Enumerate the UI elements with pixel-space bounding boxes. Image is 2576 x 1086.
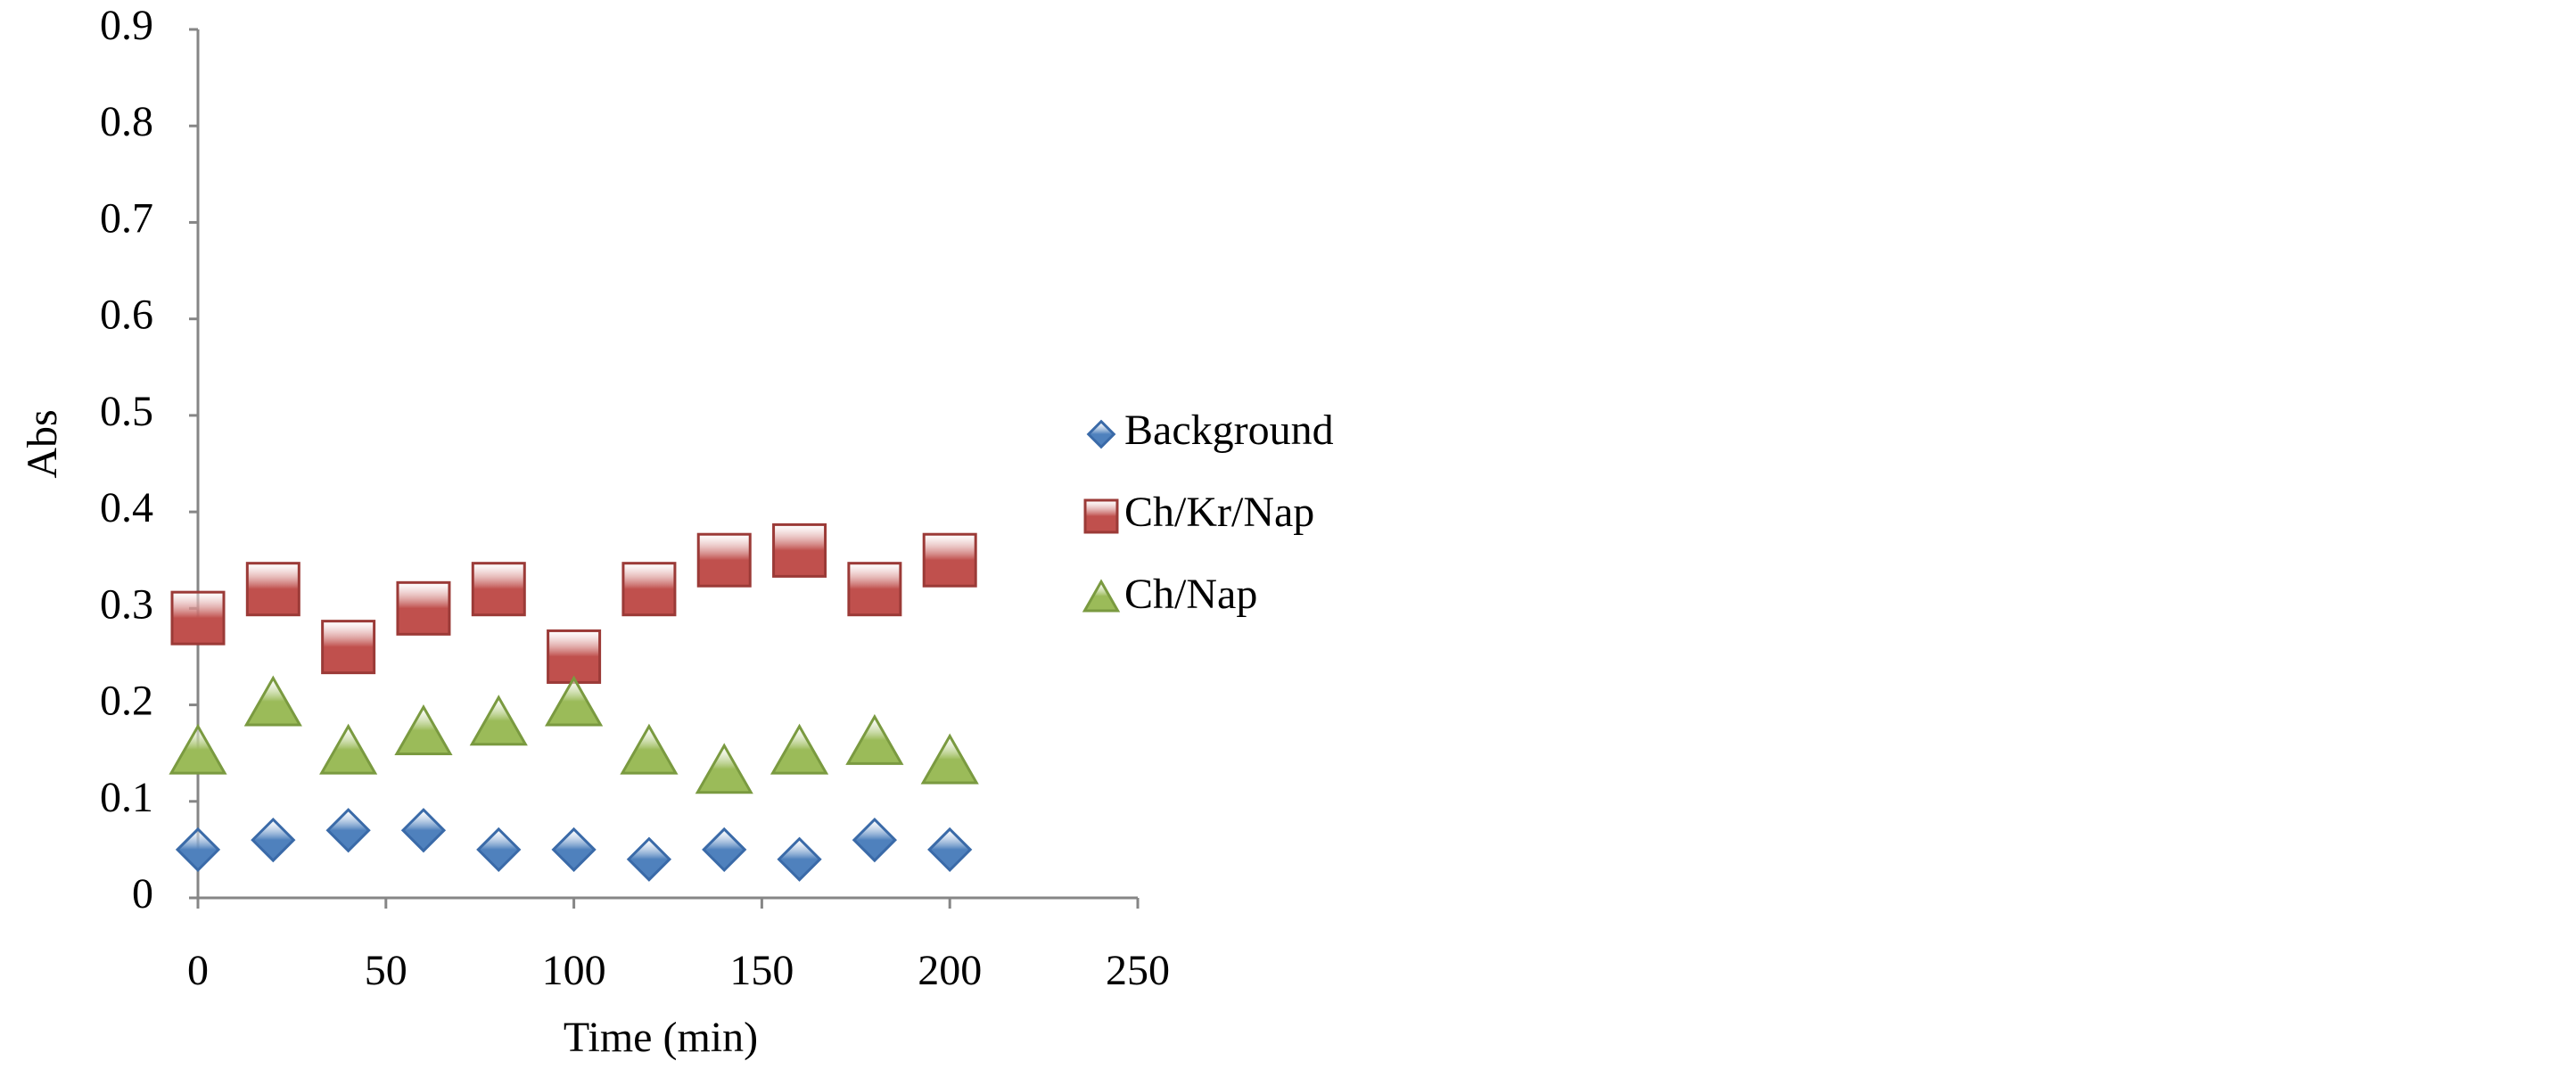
triangle-marker <box>169 723 227 775</box>
y-tick-label: 0.7 <box>100 194 153 242</box>
triangle-marker <box>319 723 378 775</box>
y-tick-label: 0.8 <box>100 98 153 145</box>
triangle-marker <box>469 695 528 746</box>
diamond-marker <box>175 827 221 873</box>
triangle-marker <box>920 733 979 785</box>
square-marker <box>922 532 977 588</box>
diamond-marker <box>551 827 597 873</box>
diamond-marker <box>852 817 898 863</box>
triangle-marker <box>1082 579 1121 613</box>
triangle-marker <box>695 743 753 794</box>
y-tick-label: 0.1 <box>100 774 153 821</box>
diamond-marker <box>476 827 522 873</box>
y-tick-label: 0.2 <box>100 678 153 725</box>
square-marker <box>321 620 376 675</box>
y-tick-label: 0.9 <box>100 2 153 49</box>
y-axis-label: Abs <box>19 409 66 478</box>
square-marker <box>471 562 526 617</box>
x-tick-label: 250 <box>1106 947 1170 994</box>
diamond-marker <box>325 808 371 853</box>
square-marker <box>547 629 602 684</box>
diamond-marker <box>702 827 747 873</box>
legend-label: Ch/Kr/Nap <box>1124 489 1314 536</box>
y-tick-label: 0.5 <box>100 388 153 435</box>
x-tick-label: 150 <box>729 947 794 994</box>
triangle-marker <box>845 713 904 765</box>
x-tick-label: 100 <box>542 947 606 994</box>
triangle-marker <box>243 675 302 727</box>
x-axis-label: Time (min) <box>564 1014 758 1061</box>
square-marker <box>847 562 902 617</box>
triangle-marker <box>545 675 604 727</box>
x-tick-label: 50 <box>365 947 407 994</box>
y-tick-label: 0.4 <box>100 484 153 531</box>
y-tick-label: 0.3 <box>100 580 153 628</box>
diamond-marker <box>927 827 973 873</box>
triangle-marker <box>394 703 453 756</box>
y-tick-label: 0 <box>132 870 153 917</box>
diamond-marker <box>251 817 296 863</box>
square-marker <box>696 532 752 588</box>
square-marker <box>1083 498 1119 534</box>
square-marker <box>621 562 677 617</box>
square-marker <box>245 562 300 617</box>
diamond-marker <box>1086 419 1116 449</box>
x-tick-label: 200 <box>918 947 982 994</box>
square-marker <box>396 580 451 636</box>
x-tick-label: 0 <box>187 947 209 994</box>
diamond-marker <box>777 836 822 882</box>
legend-label: Background <box>1124 407 1334 454</box>
legend-label: Ch/Nap <box>1124 571 1257 618</box>
diamond-marker <box>400 808 447 853</box>
y-tick-label: 0.6 <box>100 292 153 339</box>
square-marker <box>170 590 226 646</box>
triangle-marker <box>770 723 829 775</box>
diamond-marker <box>626 836 672 882</box>
square-marker <box>772 522 827 578</box>
triangle-marker <box>620 723 679 775</box>
